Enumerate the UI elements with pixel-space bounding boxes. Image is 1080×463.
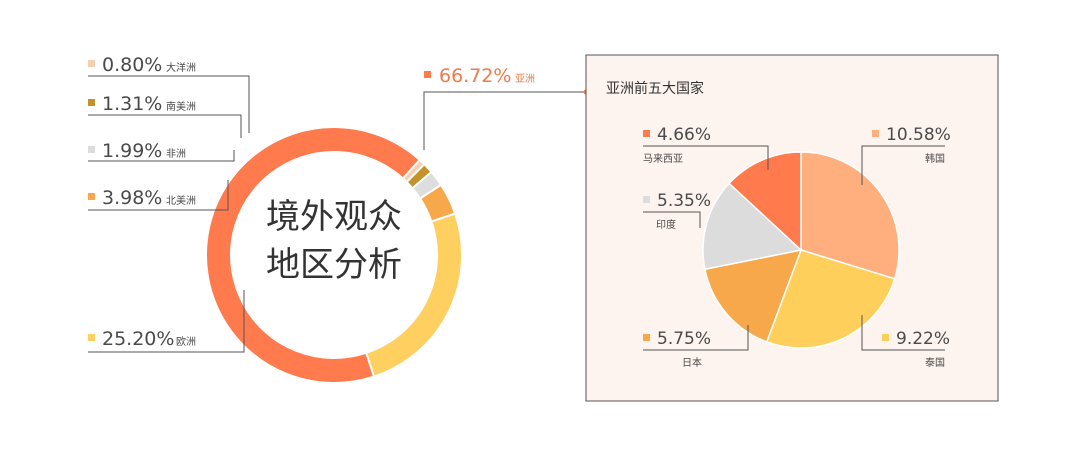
legend-swatch bbox=[882, 334, 889, 341]
pie-label-korea: 10.58% 韩国 bbox=[861, 125, 951, 185]
donut-label-south-america: 1.31% 南美洲 bbox=[88, 93, 242, 138]
slice-region-label: 北美洲 bbox=[166, 194, 196, 207]
pie-chart bbox=[702, 151, 900, 349]
donut-label-africa: 1.99% 非洲 bbox=[88, 140, 235, 162]
legend-swatch bbox=[643, 196, 650, 203]
donut-slice-e6aca7e6b4b2 bbox=[364, 212, 463, 378]
legend-swatch bbox=[88, 60, 95, 67]
pie-slice-e6b3b0e59bbd bbox=[765, 249, 896, 349]
leader-line bbox=[423, 91, 586, 150]
donut-label-north-america: 3.98% 北美洲 bbox=[88, 180, 229, 211]
legend-swatch bbox=[424, 71, 431, 78]
leader-line bbox=[861, 315, 945, 351]
slice-region-label: 大洋洲 bbox=[166, 61, 196, 74]
pie-label-thailand: 9.22% 泰国 bbox=[861, 315, 950, 369]
slice-value-label: 5.35% bbox=[657, 191, 711, 211]
slice-region-label: 印度 bbox=[656, 218, 676, 231]
slice-value-label: 1.99% bbox=[102, 140, 162, 162]
slice-region-label: 泰国 bbox=[925, 356, 945, 369]
slice-value-label: 5.75% bbox=[657, 329, 711, 349]
leader-line bbox=[643, 211, 701, 228]
leader-line bbox=[861, 145, 945, 185]
slice-region-label: 马来西亚 bbox=[643, 153, 683, 165]
pie-label-japan: 5.75% 日本 bbox=[643, 325, 749, 369]
pie-slice-e9a9ace69da5e8a5bfe4ba9a bbox=[728, 151, 802, 252]
legend-swatch bbox=[88, 193, 95, 200]
donut-label-asia: 66.72% 亚洲 bbox=[423, 65, 589, 150]
pie-slice-e58db0e5baa6 bbox=[702, 182, 803, 271]
slice-value-label: 9.22% bbox=[896, 329, 950, 349]
slice-region-label: 非洲 bbox=[166, 148, 186, 160]
panel-title: 亚洲前五大国家 bbox=[606, 80, 704, 97]
slice-value-label: 4.66% bbox=[657, 125, 711, 145]
donut-label-europe: 25.20% 欧洲 bbox=[88, 290, 245, 353]
legend-swatch bbox=[88, 146, 95, 153]
slice-region-label: 欧洲 bbox=[176, 336, 196, 348]
leader-line bbox=[643, 145, 769, 170]
legend-swatch bbox=[88, 334, 95, 341]
legend-swatch bbox=[643, 334, 650, 341]
leader-line bbox=[88, 290, 245, 353]
slice-value-label: 0.80% bbox=[102, 54, 162, 76]
slice-value-label: 10.58% bbox=[886, 125, 951, 145]
slice-region-label: 日本 bbox=[682, 356, 702, 369]
pie-label-malaysia: 4.66% 马来西亚 bbox=[643, 125, 769, 170]
legend-swatch bbox=[872, 130, 879, 137]
pie-label-india: 5.35% 印度 bbox=[643, 191, 711, 231]
leader-line bbox=[88, 75, 250, 133]
slice-value-label: 1.31% bbox=[102, 93, 162, 115]
leader-line bbox=[88, 180, 229, 211]
leader-line bbox=[88, 150, 235, 162]
pie-slice-e697a5e69cac bbox=[704, 248, 803, 343]
legend-swatch bbox=[643, 130, 650, 137]
donut-title-line-2: 地区分析 bbox=[266, 245, 402, 285]
leader-line bbox=[643, 325, 749, 351]
legend-swatch bbox=[88, 99, 95, 106]
slice-region-label: 韩国 bbox=[925, 152, 945, 165]
donut-label-oceania: 0.80% 大洋洲 bbox=[88, 54, 250, 133]
leader-line bbox=[88, 114, 242, 138]
donut-title-line-1: 境外观众 bbox=[266, 197, 402, 237]
slice-region-label: 亚洲 bbox=[515, 73, 535, 85]
slice-region-label: 南美洲 bbox=[166, 100, 196, 113]
slice-value-label: 66.72% bbox=[439, 65, 511, 87]
slice-value-label: 3.98% bbox=[102, 187, 162, 209]
pie-slice-e99fa9e59bbd bbox=[800, 151, 900, 280]
slice-value-label: 25.20% bbox=[102, 328, 174, 350]
